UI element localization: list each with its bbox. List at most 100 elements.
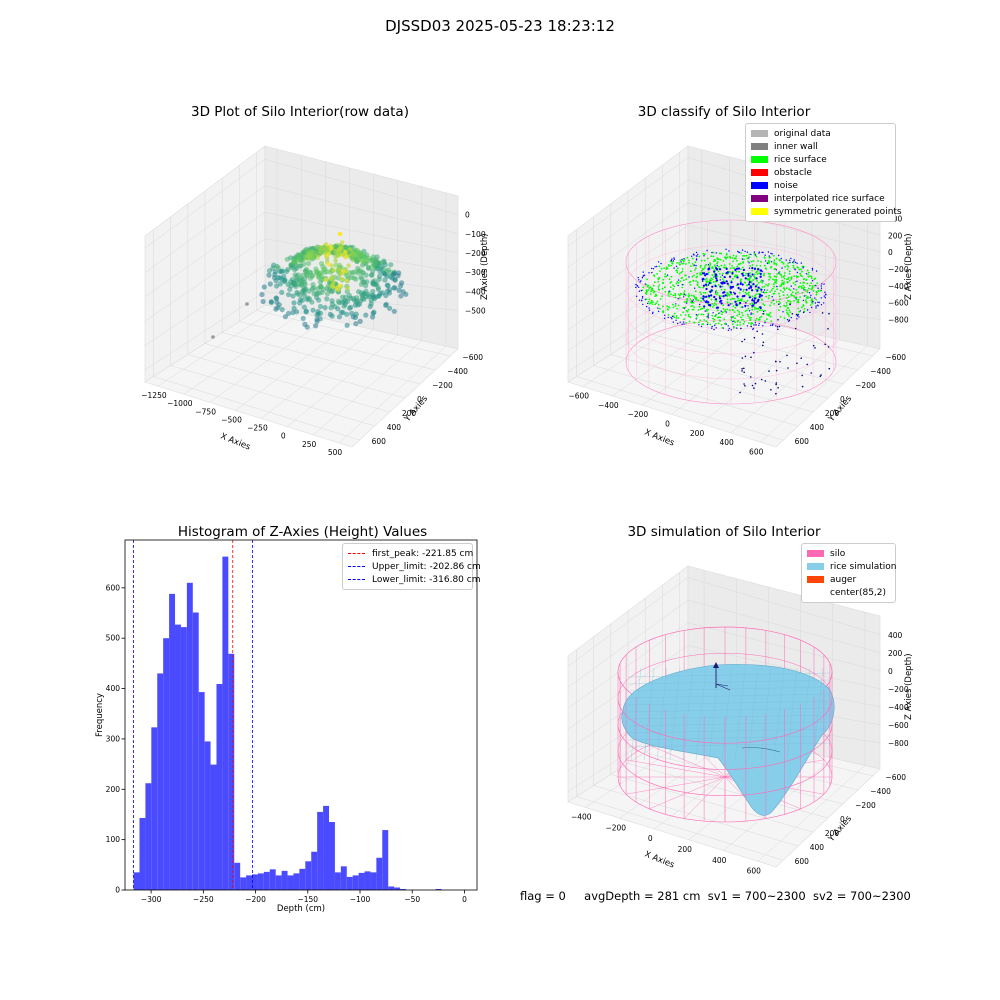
data-point: [368, 301, 374, 307]
rice-surface-point: [799, 296, 801, 298]
noise-point: [737, 250, 739, 253]
rice-surface-point: [711, 274, 714, 277]
surface-mesh-line: [708, 667, 720, 761]
noise-point: [743, 371, 745, 374]
rice-surface-point: [736, 324, 739, 326]
rice-surface-point: [783, 281, 785, 284]
noise-point: [721, 274, 724, 276]
noise-point: [711, 285, 714, 288]
rice-surface-point: [807, 287, 810, 290]
noise-point: [707, 315, 709, 317]
histogram-bar: [281, 870, 288, 890]
panel4-legend: silo rice simulation auger center(85,2): [801, 543, 896, 603]
noise-point: [760, 378, 763, 381]
rice-surface-point: [657, 285, 660, 288]
noise-point: [747, 305, 749, 307]
rice-surface-point: [677, 267, 679, 270]
grid-line: [144, 185, 266, 273]
z-tick-label: −200: [888, 265, 909, 274]
rice-surface-point: [691, 305, 694, 307]
noise-point: [759, 275, 762, 278]
x-tick-label: 0: [281, 432, 286, 441]
noise-point: [750, 376, 752, 378]
data-point: [338, 271, 343, 276]
rice-surface-point: [737, 297, 740, 300]
rice-surface-point: [733, 327, 735, 329]
rice-surface-point: [691, 263, 694, 265]
rice-surface-point: [786, 264, 789, 267]
rice-surface-point: [751, 264, 754, 266]
noise-point: [719, 279, 721, 281]
rice-surface-point: [657, 278, 660, 281]
rice-surface-point: [716, 309, 719, 312]
rice-surface-point: [670, 293, 672, 296]
noise-point: [729, 275, 732, 278]
rice-surface-point: [811, 299, 813, 302]
rice-surface-point: [795, 288, 798, 291]
noise-point: [809, 296, 811, 298]
noise-point: [755, 324, 757, 326]
rice-surface-point: [736, 274, 738, 277]
data-point: [273, 295, 279, 301]
rice-simulation-surface: [621, 664, 835, 816]
noise-point: [637, 276, 639, 279]
rice-surface-point: [769, 290, 772, 293]
rice-surface-point: [705, 281, 708, 284]
noise-point: [641, 299, 643, 302]
data-point: [329, 263, 334, 268]
noise-point: [713, 270, 716, 273]
panel4-xlabel: X Axies: [643, 850, 676, 871]
noise-point: [733, 291, 735, 294]
grid-line: [567, 622, 689, 709]
panel1-3d-axes: −1250−1000−750−500−2500250500−600−400−20…: [141, 145, 490, 457]
rice-surface-point: [778, 295, 781, 298]
rice-surface-point: [732, 297, 734, 300]
rice-surface-point: [799, 282, 802, 284]
rice-surface-point: [778, 300, 780, 303]
noise-point: [818, 301, 820, 304]
rice-surface-point: [736, 309, 739, 312]
noise-point: [675, 319, 677, 321]
noise-point: [759, 272, 762, 275]
rice-surface-point: [724, 256, 726, 259]
rice-surface-point: [783, 274, 786, 277]
rice-surface-point: [768, 283, 770, 285]
noise-point: [748, 267, 751, 269]
noise-point: [736, 283, 740, 286]
rice-surface-point: [686, 298, 689, 300]
data-point: [310, 282, 316, 288]
rice-surface-point: [787, 296, 790, 298]
noise-point: [652, 311, 654, 313]
rice-surface-point: [769, 311, 772, 314]
rice-surface-point: [730, 293, 733, 296]
noise-point: [751, 304, 754, 307]
noise-point: [758, 252, 760, 254]
rice-surface-point: [682, 311, 684, 314]
noise-point: [808, 292, 811, 294]
histogram-bar: [287, 875, 294, 890]
rice-surface-point: [736, 265, 739, 268]
rice-surface-point: [714, 322, 717, 325]
histogram-bar: [323, 805, 329, 890]
rice-surface-point: [799, 272, 802, 275]
rice-surface-point: [714, 259, 717, 262]
noise-point: [725, 311, 727, 313]
noise-point: [760, 288, 763, 291]
panel4-auger: [713, 662, 731, 691]
data-point: [329, 283, 334, 289]
rice-surface-point: [723, 267, 726, 269]
rice-surface-point: [710, 277, 712, 280]
rice-surface-point: [733, 311, 736, 313]
y-tick-label: 200: [825, 409, 840, 418]
rice-surface-point: [801, 265, 804, 268]
rice-surface-point: [802, 284, 804, 287]
data-point: [337, 231, 343, 237]
noise-point: [778, 254, 780, 257]
grid-line: [627, 763, 829, 819]
data-point: [303, 270, 309, 276]
noise-point: [707, 268, 710, 271]
data-point: [323, 242, 329, 247]
rice-surface-point: [744, 310, 747, 312]
rice-surface-point: [645, 293, 648, 295]
rice-surface-point: [768, 278, 770, 281]
